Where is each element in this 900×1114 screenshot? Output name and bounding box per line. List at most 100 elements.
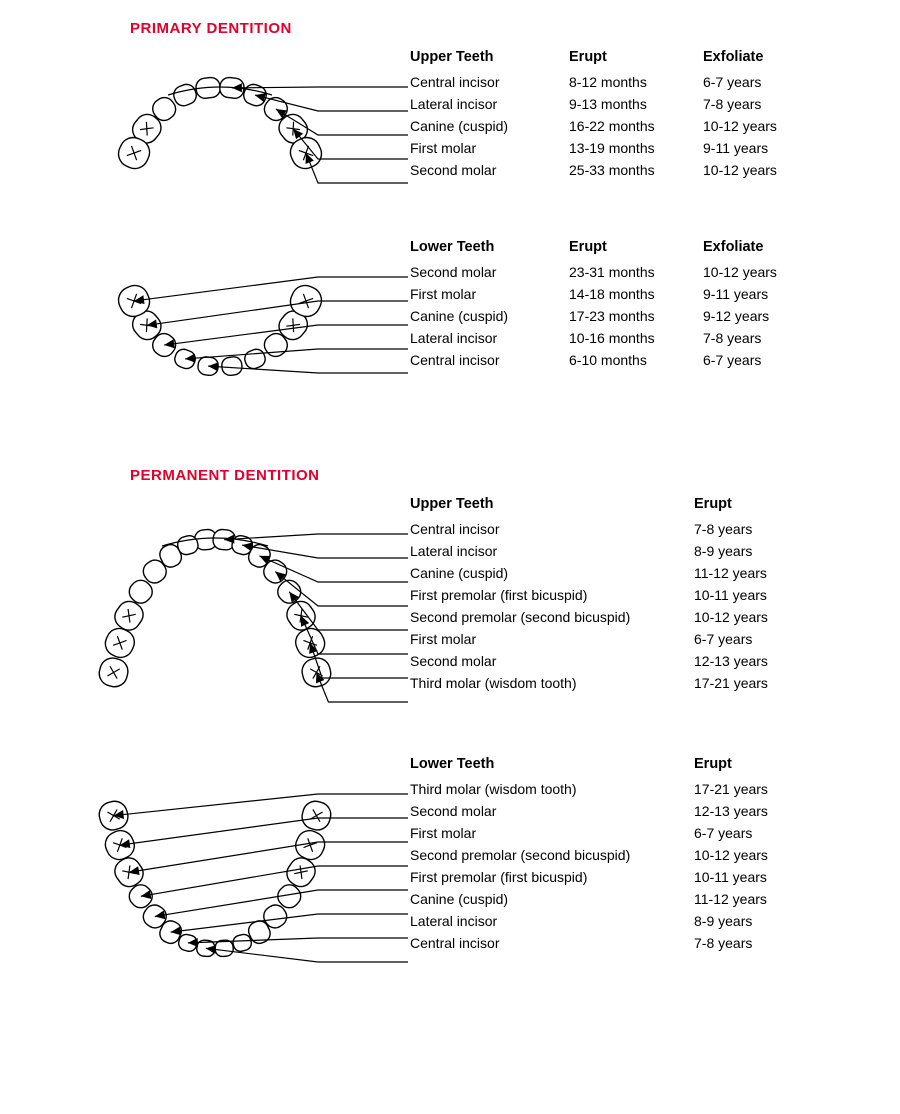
table-row: Lateral incisor10-16 months7-8 years (410, 327, 827, 349)
erupt-value: 8-9 years (694, 910, 818, 932)
table-row: Lateral incisor8-9 years (410, 540, 818, 562)
th-lower-teeth: Lower Teeth (410, 754, 694, 778)
erupt-value: 25-33 months (569, 159, 703, 181)
erupt-value: 10-11 years (694, 866, 818, 888)
erupt-value: 13-19 months (569, 137, 703, 159)
erupt-value: 14-18 months (569, 283, 703, 305)
table-row: Third molar (wisdom tooth)17-21 years (410, 672, 818, 694)
tooth-name: Central incisor (410, 932, 694, 954)
table-row: Central incisor7-8 years (410, 518, 818, 540)
tooth-name: First premolar (first bicuspid) (410, 584, 694, 606)
th-erupt: Erupt (569, 47, 703, 71)
tooth-name: First molar (410, 822, 694, 844)
tooth-name: Third molar (wisdom tooth) (410, 778, 694, 800)
tooth-name: Canine (cuspid) (410, 115, 569, 137)
table-row: Second molar23-31 months10-12 years (410, 261, 827, 283)
tooth-name: Second molar (410, 159, 569, 181)
erupt-value: 12-13 years (694, 800, 818, 822)
table-row: First molar6-7 years (410, 822, 818, 844)
table-row: Central incisor8-12 months6-7 years (410, 71, 827, 93)
erupt-value: 6-10 months (569, 349, 703, 371)
erupt-value: 8-12 months (569, 71, 703, 93)
table-row: Canine (cuspid)11-12 years (410, 888, 818, 910)
table-row: First premolar (first bicuspid)10-11 yea… (410, 584, 818, 606)
tooth-name: Lateral incisor (410, 910, 694, 932)
diagram-permanent-lower (40, 754, 410, 994)
table-row: Third molar (wisdom tooth)17-21 years (410, 778, 818, 800)
table-row: Canine (cuspid)17-23 months9-12 years (410, 305, 827, 327)
tooth-name: Canine (cuspid) (410, 305, 569, 327)
erupt-value: 16-22 months (569, 115, 703, 137)
exfoliate-value: 7-8 years (703, 93, 827, 115)
table-row: Second molar25-33 months10-12 years (410, 159, 827, 181)
tooth-name: Second premolar (second bicuspid) (410, 844, 694, 866)
exfoliate-value: 9-12 years (703, 305, 827, 327)
erupt-value: 10-12 years (694, 606, 818, 628)
tooth-name: First molar (410, 628, 694, 650)
th-lower-teeth: Lower Teeth (410, 237, 569, 261)
tooth-name: Third molar (wisdom tooth) (410, 672, 694, 694)
erupt-value: 10-16 months (569, 327, 703, 349)
table-row: Second molar12-13 years (410, 800, 818, 822)
erupt-value: 9-13 months (569, 93, 703, 115)
table-row: Canine (cuspid)16-22 months10-12 years (410, 115, 827, 137)
table-row: Second premolar (second bicuspid)10-12 y… (410, 606, 818, 628)
table-row: First molar14-18 months9-11 years (410, 283, 827, 305)
tooth-name: Lateral incisor (410, 540, 694, 562)
tooth-name: Canine (cuspid) (410, 562, 694, 584)
erupt-value: 10-12 years (694, 844, 818, 866)
tooth-name: Second premolar (second bicuspid) (410, 606, 694, 628)
tooth-name: Lateral incisor (410, 93, 569, 115)
th-upper-teeth: Upper Teeth (410, 47, 569, 71)
table-primary-lower: Lower Teeth Erupt Exfoliate Second molar… (410, 237, 827, 371)
erupt-value: 17-21 years (694, 778, 818, 800)
erupt-value: 23-31 months (569, 261, 703, 283)
table-row: Central incisor7-8 years (410, 932, 818, 954)
tooth-name: Second molar (410, 261, 569, 283)
diagram-primary-upper (40, 47, 410, 217)
erupt-value: 8-9 years (694, 540, 818, 562)
tooth-name: Lateral incisor (410, 327, 569, 349)
th-erupt: Erupt (569, 237, 703, 261)
diagram-primary-lower (40, 237, 410, 407)
tooth-name: Central incisor (410, 71, 569, 93)
exfoliate-value: 9-11 years (703, 137, 827, 159)
tooth-name: Central incisor (410, 518, 694, 540)
th-erupt: Erupt (694, 494, 818, 518)
erupt-value: 17-23 months (569, 305, 703, 327)
erupt-value: 17-21 years (694, 672, 818, 694)
chart-permanent-lower: Lower Teeth Erupt Third molar (wisdom to… (40, 754, 860, 994)
erupt-value: 6-7 years (694, 822, 818, 844)
th-exfoliate: Exfoliate (703, 237, 827, 261)
section-title-permanent: PERMANENT DENTITION (130, 467, 860, 484)
exfoliate-value: 10-12 years (703, 159, 827, 181)
erupt-value: 11-12 years (694, 888, 818, 910)
chart-primary-lower: Lower Teeth Erupt Exfoliate Second molar… (40, 237, 860, 407)
table-permanent-lower: Lower Teeth Erupt Third molar (wisdom to… (410, 754, 818, 954)
erupt-value: 7-8 years (694, 518, 818, 540)
table-row: First premolar (first bicuspid)10-11 yea… (410, 866, 818, 888)
tooth-name: Second molar (410, 800, 694, 822)
tooth-name: Central incisor (410, 349, 569, 371)
erupt-value: 12-13 years (694, 650, 818, 672)
tooth-name: First molar (410, 137, 569, 159)
th-erupt: Erupt (694, 754, 818, 778)
th-upper-teeth: Upper Teeth (410, 494, 694, 518)
table-row: First molar13-19 months9-11 years (410, 137, 827, 159)
exfoliate-value: 7-8 years (703, 327, 827, 349)
erupt-value: 11-12 years (694, 562, 818, 584)
tooth-name: First premolar (first bicuspid) (410, 866, 694, 888)
table-row: Lateral incisor8-9 years (410, 910, 818, 932)
tooth-name: First molar (410, 283, 569, 305)
exfoliate-value: 10-12 years (703, 261, 827, 283)
exfoliate-value: 6-7 years (703, 349, 827, 371)
chart-permanent-upper: Upper Teeth Erupt Central incisor7-8 yea… (40, 494, 860, 734)
erupt-value: 7-8 years (694, 932, 818, 954)
tooth-name: Canine (cuspid) (410, 888, 694, 910)
table-row: Lateral incisor9-13 months7-8 years (410, 93, 827, 115)
erupt-value: 10-11 years (694, 584, 818, 606)
exfoliate-value: 6-7 years (703, 71, 827, 93)
diagram-permanent-upper (40, 494, 410, 734)
chart-primary-upper: Upper Teeth Erupt Exfoliate Central inci… (40, 47, 860, 217)
table-row: Canine (cuspid)11-12 years (410, 562, 818, 584)
